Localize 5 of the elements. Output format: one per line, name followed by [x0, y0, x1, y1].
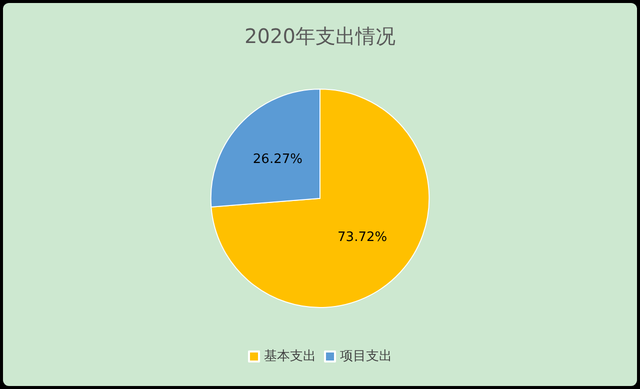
legend-label: 项目支出: [340, 349, 392, 364]
legend-label: 基本支出: [264, 349, 316, 364]
chart-title: 2020年支出情况: [244, 24, 396, 48]
data-label: 73.72%: [338, 230, 388, 245]
data-label: 26.27%: [252, 152, 302, 167]
